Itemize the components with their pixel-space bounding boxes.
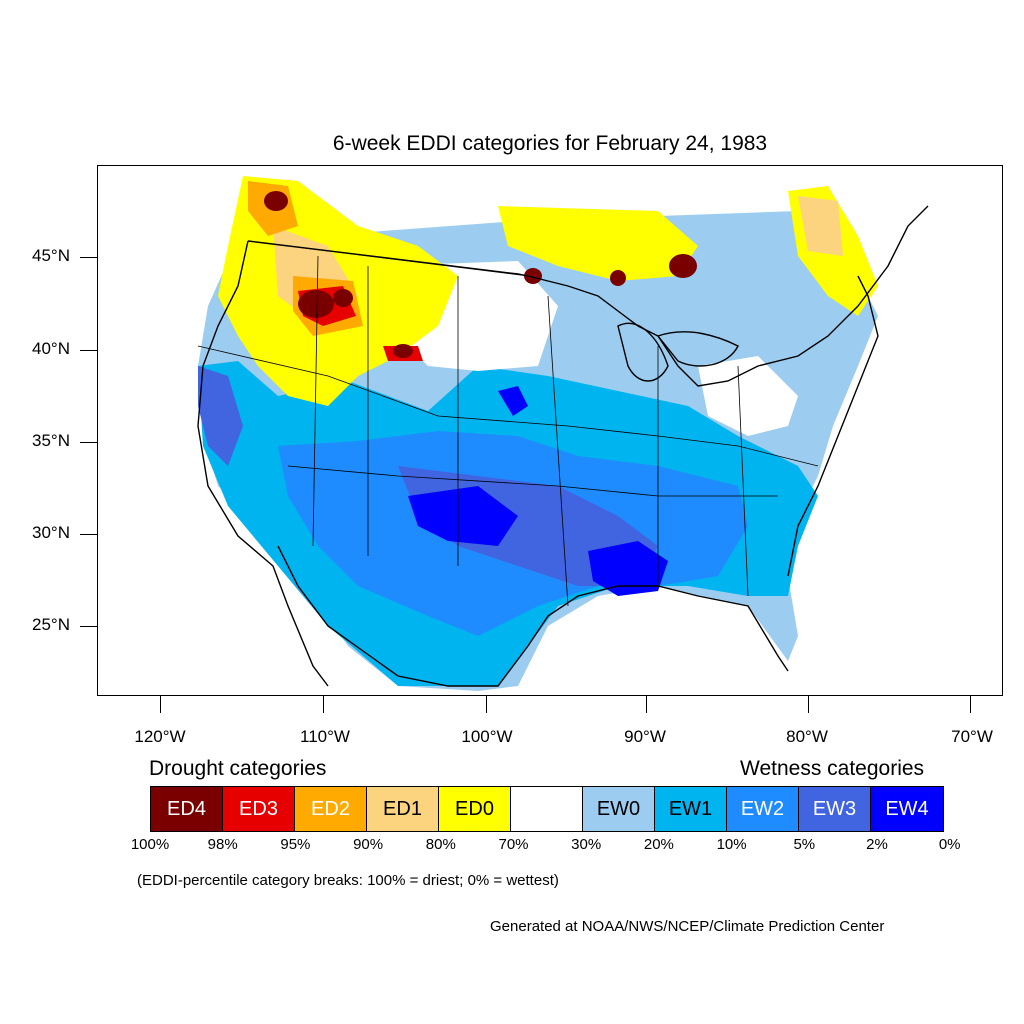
legend-colorbar: ED4 ED3 ED2 ED1 ED0 EW0 EW1 EW2 EW3 EW4: [150, 786, 944, 832]
legend-break-label: 2%: [866, 836, 888, 853]
ew4-central: [498, 386, 528, 416]
lon-tick: [970, 696, 971, 713]
ed4-spot-4: [669, 254, 697, 278]
lat-tick: [80, 626, 97, 627]
legend-box-ew1: EW1: [655, 787, 727, 831]
ed4-spot-3: [333, 289, 353, 307]
legend-box-ed4: ED4: [151, 787, 223, 831]
legend-box-ew4: EW4: [871, 787, 943, 831]
legend-box-ed2: ED2: [295, 787, 367, 831]
normal-east: [698, 356, 798, 436]
legend-break-label: 80%: [425, 836, 456, 853]
ed0-north: [498, 206, 698, 281]
ew4-southplains: [408, 486, 518, 546]
lat-tick: [80, 442, 97, 443]
legend-box-ed1: ED1: [367, 787, 439, 831]
lon-label-90: 90°W: [624, 727, 666, 746]
legend-break-label: 98%: [207, 836, 238, 853]
lon-tick: [486, 696, 487, 713]
legend-break-label: 30%: [571, 836, 602, 853]
legend-break-label: 10%: [716, 836, 747, 853]
lat-tick: [80, 350, 97, 351]
legend-box-ew2: EW2: [727, 787, 799, 831]
credit-line: Generated at NOAA/NWS/NCEP/Climate Predi…: [490, 918, 885, 935]
lat-label-30: 30°N: [32, 523, 70, 542]
state-borders: [197, 240, 819, 607]
lon-label-80: 80°W: [786, 727, 828, 746]
lon-label-100: 100°W: [461, 727, 513, 746]
lon-tick: [646, 696, 647, 713]
lon-tick: [160, 696, 161, 713]
legend-break-label: 95%: [280, 836, 311, 853]
lon-tick: [323, 696, 324, 713]
map-panel: [97, 165, 1003, 696]
eddi-map: [197, 176, 929, 691]
legend-break-label: 70%: [498, 836, 529, 853]
lat-label-45: 45°N: [32, 246, 70, 265]
legend-note: (EDDI-percentile category breaks: 100% =…: [137, 872, 559, 889]
legend-break-label: 0%: [938, 836, 961, 853]
ed4-spot-7: [393, 344, 413, 358]
lat-label-35: 35°N: [32, 431, 70, 450]
lon-label-110: 110°W: [300, 727, 350, 746]
lat-tick: [80, 257, 97, 258]
ed4-spot-6: [524, 268, 542, 284]
legend-break-label: 90%: [353, 836, 384, 853]
legend-break-label: 5%: [793, 836, 816, 853]
lon-tick: [808, 696, 809, 713]
ed1-patch-2: [798, 196, 843, 256]
legend-box-ed0: ED0: [439, 787, 511, 831]
ed4-spot-1: [264, 191, 288, 211]
legend-box-normal: [511, 787, 583, 831]
map-title: 6-week EDDI categories for February 24, …: [332, 132, 768, 155]
lon-label-70: 70°W: [951, 727, 993, 746]
lat-label-40: 40°N: [32, 339, 70, 358]
wetness-heading: Wetness categories: [740, 757, 925, 780]
legend-break-label: 100%: [130, 836, 170, 853]
ed4-spot-2: [298, 290, 334, 318]
legend-break-label: 20%: [643, 836, 674, 853]
lon-label-120: 120°W: [134, 727, 186, 746]
ew4-gulf: [588, 541, 668, 596]
legend-box-ew3: EW3: [799, 787, 871, 831]
legend-box-ed3: ED3: [223, 787, 295, 831]
lat-tick: [80, 534, 97, 535]
drought-heading: Drought categories: [149, 757, 327, 780]
ew3-west: [198, 366, 243, 466]
lat-label-25: 25°N: [32, 615, 70, 634]
legend-box-ew0: EW0: [583, 787, 655, 831]
ed4-spot-5: [610, 270, 626, 286]
